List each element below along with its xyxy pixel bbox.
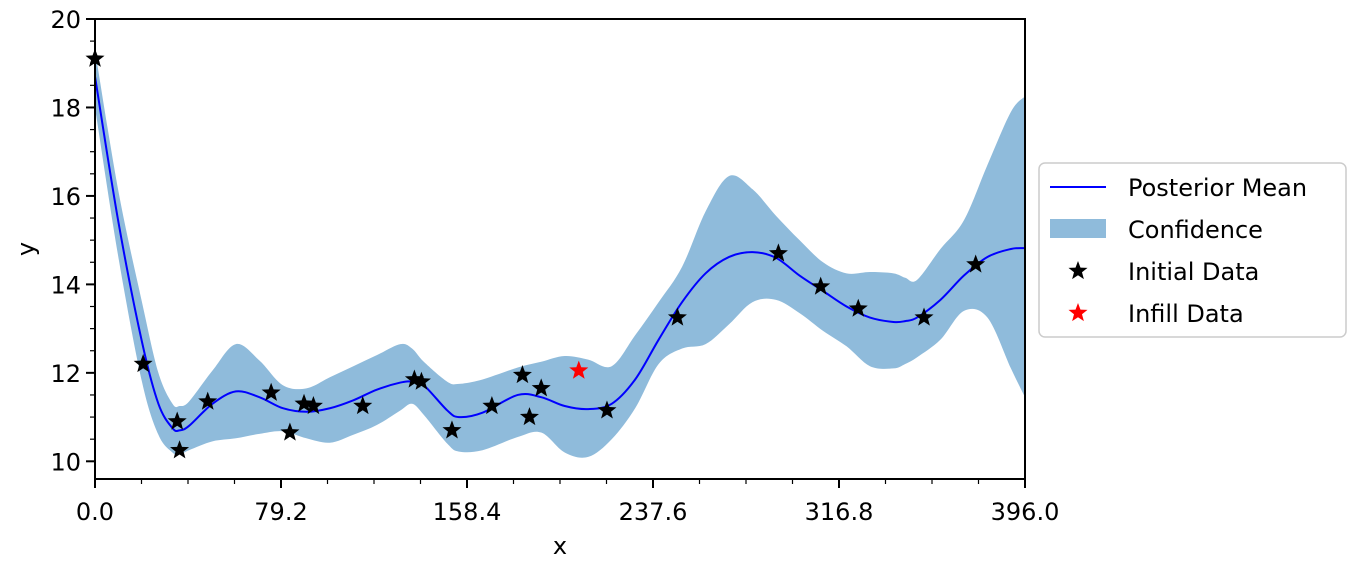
legend-label-initial-data: Initial Data [1128,258,1259,286]
posterior-mean-line [95,76,1025,433]
initial-data-point [811,276,831,295]
y-tick-label: 20 [50,6,81,34]
initial-data-point [353,396,373,415]
y-axis-label: y [12,242,40,256]
x-axis: 0.0 79.2 158.4 237.6 316.8 396.0 [76,479,1059,526]
initial-data-point [303,396,323,415]
initial-data-point [442,420,462,439]
x-tick-label: 158.4 [433,498,502,526]
initial-data-point [261,382,281,401]
initial-data-point [167,411,187,430]
initial-data-point [512,365,532,384]
x-axis-label: x [553,532,567,560]
initial-data-point [482,396,502,415]
legend-label-infill-data: Infill Data [1128,300,1244,328]
confidence-band [95,49,1025,458]
legend-initial-star-icon [1068,261,1088,280]
initial-data-point [597,400,617,419]
initial-data-point [411,371,431,390]
legend-confidence-swatch [1050,219,1106,238]
y-tick-label: 18 [50,94,81,122]
initial-data-point [170,440,190,459]
initial-data-point [198,391,218,410]
legend-label-confidence: Confidence [1128,216,1263,244]
initial-data-point [768,243,788,262]
legend-label-posterior-mean: Posterior Mean [1128,174,1307,202]
legend-infill-star-icon [1068,303,1088,322]
y-axis: 10 12 14 16 18 20 [50,6,95,476]
x-tick-label: 316.8 [805,498,874,526]
plot-area [95,49,1025,458]
infill-data-point [569,360,589,379]
initial-data-point [848,298,868,317]
y-tick-label: 12 [50,360,81,388]
initial-data-point [133,354,153,373]
legend-box [1038,162,1347,338]
x-tick-label: 0.0 [76,498,114,526]
y-tick-label: 16 [50,183,81,211]
initial-data-point [519,407,539,426]
initial-data-point [914,307,934,326]
x-tick-label: 396.0 [991,498,1060,526]
x-tick-label: 237.6 [619,498,688,526]
initial-data-point [667,307,687,326]
data-markers [85,48,986,459]
y-tick-label: 14 [50,271,81,299]
initial-data-point [531,378,551,397]
x-tick-label: 79.2 [254,498,307,526]
initial-data-point [294,393,314,412]
legend: Posterior Mean Confidence Initial Data I… [1038,162,1347,338]
initial-data-point [966,254,986,273]
initial-data-point [280,422,300,441]
y-tick-label: 10 [50,448,81,476]
